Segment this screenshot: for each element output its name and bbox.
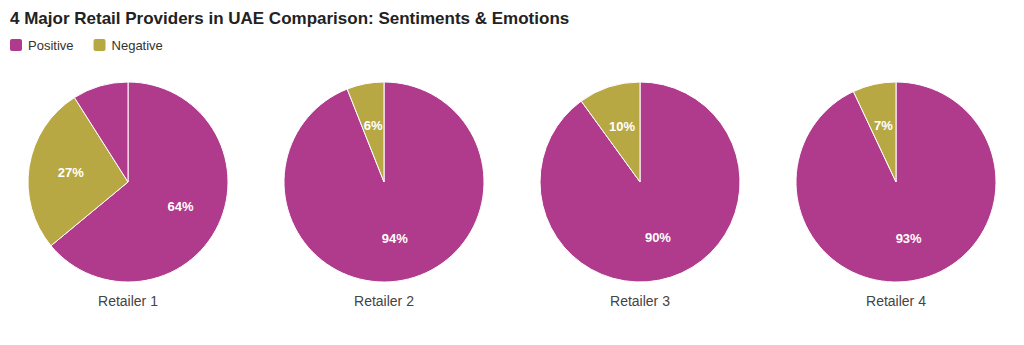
pie-label: Retailer 1 [98, 293, 158, 309]
data-label: 10% [609, 119, 635, 134]
pie-slice [347, 82, 384, 182]
pie: 64% 27% [28, 82, 228, 282]
legend-label: Positive [28, 38, 74, 53]
data-label: 6% [364, 118, 383, 133]
pie: 93% 7% [796, 82, 996, 282]
pie-slice [581, 82, 640, 182]
chart: 4 Major Retail Providers in UAE Comparis… [0, 0, 1024, 345]
data-label: 94% [382, 231, 408, 246]
pie: 90% 10% [540, 82, 740, 282]
data-label: 93% [896, 231, 922, 246]
pie-label: Retailer 4 [866, 293, 926, 309]
pie-slice [853, 82, 896, 182]
data-label: 64% [167, 199, 193, 214]
legend-swatch [94, 39, 106, 51]
pie-slice [796, 82, 996, 282]
legend-label: Negative [112, 38, 163, 53]
data-label: 27% [58, 165, 84, 180]
pie: 94% 6% [284, 82, 484, 282]
legend: Positive Negative [10, 38, 163, 53]
pie-label: Retailer 2 [354, 293, 414, 309]
title: 4 Major Retail Providers in UAE Comparis… [10, 9, 569, 28]
pie-slice [540, 82, 740, 282]
data-label: 7% [874, 118, 893, 133]
pie-label: Retailer 3 [610, 293, 670, 309]
pie-slice [284, 82, 484, 282]
legend-swatch [10, 39, 22, 51]
data-label: 90% [645, 230, 671, 245]
